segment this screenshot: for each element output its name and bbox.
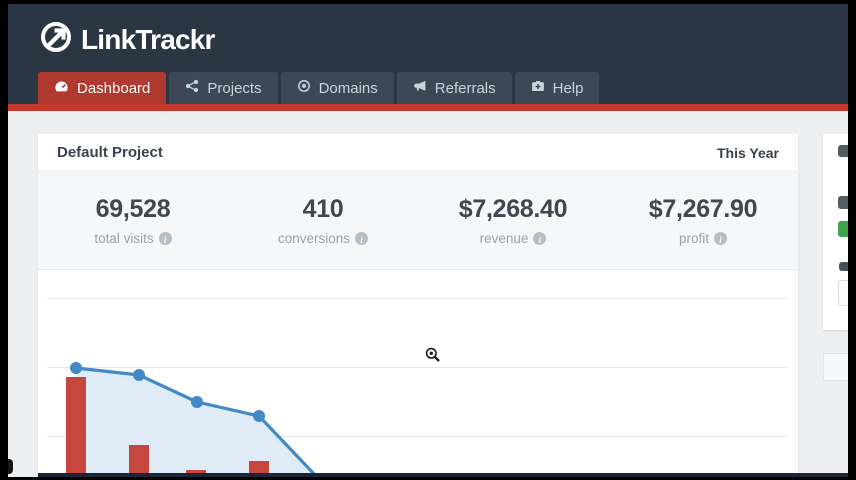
tab-help[interactable]: Help [514,72,600,104]
sliver-green-badge-fragment [838,221,848,237]
stat-revenue: $7,268.40 revenue [418,172,608,269]
main-nav: Dashboard Projects [38,72,600,104]
stat-total-visits: 69,528 total visits [38,172,228,269]
logo-mark-icon [38,19,74,60]
info-icon[interactable] [158,232,172,245]
app-viewport: LinkTrackr Dashboard [8,4,848,477]
sliver-button-fragment [838,196,848,209]
project-card-header: Default Project This Year [38,134,798,172]
info-icon[interactable] [355,232,369,245]
screen-edge-artifact [8,459,13,474]
projects-icon [185,79,199,97]
stats-row: 69,528 total visits 410 conversions $7,2… [38,172,798,270]
stat-value: $7,267.90 [648,195,758,223]
tab-label: Referrals [434,79,496,97]
tab-dashboard[interactable]: Dashboard [38,72,167,104]
sliver-button-fragment [838,145,848,157]
project-title: Default Project [57,144,163,161]
tab-label: Domains [318,79,378,97]
dashboard-icon [54,79,69,98]
domains-icon [297,79,311,97]
app-header: LinkTrackr Dashboard [8,4,848,104]
stat-label: profit [679,231,727,246]
stat-value: 410 [302,195,344,223]
zoom-cursor-icon [424,346,442,364]
info-icon[interactable] [533,232,547,245]
stat-label: revenue [480,231,547,246]
project-card: Default Project This Year 69,528 total v… [38,134,798,474]
info-icon[interactable] [714,232,727,245]
stat-profit: $7,267.90 profit [608,172,798,269]
bottom-navy-strip [38,473,848,477]
performance-chart [47,298,788,474]
stat-value: 69,528 [95,195,171,223]
help-icon [531,79,545,97]
referrals-icon [413,79,427,97]
tab-label: Help [552,79,584,97]
tab-label: Dashboard [77,79,151,97]
logo-text: LinkTrackr [81,23,215,55]
sliver-dot-fragment [839,262,848,271]
stat-label: total visits [94,231,172,246]
side-panel-lower-fragment [823,353,848,381]
nav-underline [8,104,848,111]
tab-referrals[interactable]: Referrals [396,72,512,104]
stat-conversions: 410 conversions [228,172,418,269]
stat-label: conversions [278,231,369,246]
tab-label: Projects [207,79,262,97]
sliver-box-fragment [838,280,848,306]
stat-value: $7,268.40 [458,195,568,223]
period-selector[interactable]: This Year [716,144,779,161]
app-logo[interactable]: LinkTrackr [38,19,215,60]
tab-projects[interactable]: Projects [169,72,278,104]
side-panel-sliver [823,134,848,330]
tab-domains[interactable]: Domains [280,72,394,104]
